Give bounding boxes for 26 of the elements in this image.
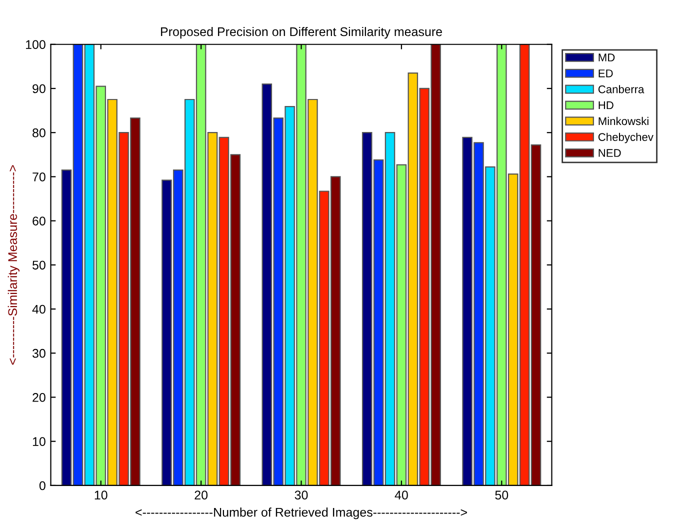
y-tick-label: 90	[32, 84, 46, 94]
y-tick-label: 80	[32, 128, 46, 138]
legend-label: HD	[598, 101, 614, 110]
legend-label: Minkowski	[598, 116, 648, 126]
y-tick-label: 30	[32, 348, 46, 358]
legend-label: Chebychev	[598, 132, 654, 144]
legend-label: NED	[598, 149, 621, 157]
y-tick-label: 0	[39, 481, 46, 490]
y-tick-label: 70	[32, 172, 46, 182]
x-axis-title: <-----------------Number of Retrieved Images--------------------->	[136, 508, 467, 520]
y-axis-title: <----------Similarity Measure---------->	[8, 165, 20, 365]
chart-title: Proposed Precision on Different Similarity measure	[161, 26, 442, 39]
legend-label: Canberra	[598, 85, 644, 94]
legend-label: ED	[598, 70, 613, 78]
y-tick-label: 10	[32, 437, 46, 446]
x-tick-label: 20	[194, 490, 208, 500]
y-tick-label: 50	[32, 260, 46, 270]
x-tick-label: 40	[394, 490, 408, 500]
x-tick-label: 30	[294, 490, 308, 500]
y-tick-label: 40	[32, 304, 46, 314]
x-tick-label: 10	[94, 490, 108, 500]
x-tick-label: 50	[495, 490, 508, 500]
legend-label: MD	[598, 54, 615, 62]
y-tick-label: 100	[26, 40, 46, 50]
y-tick-label: 60	[32, 216, 46, 226]
y-tick-label: 20	[32, 393, 46, 402]
